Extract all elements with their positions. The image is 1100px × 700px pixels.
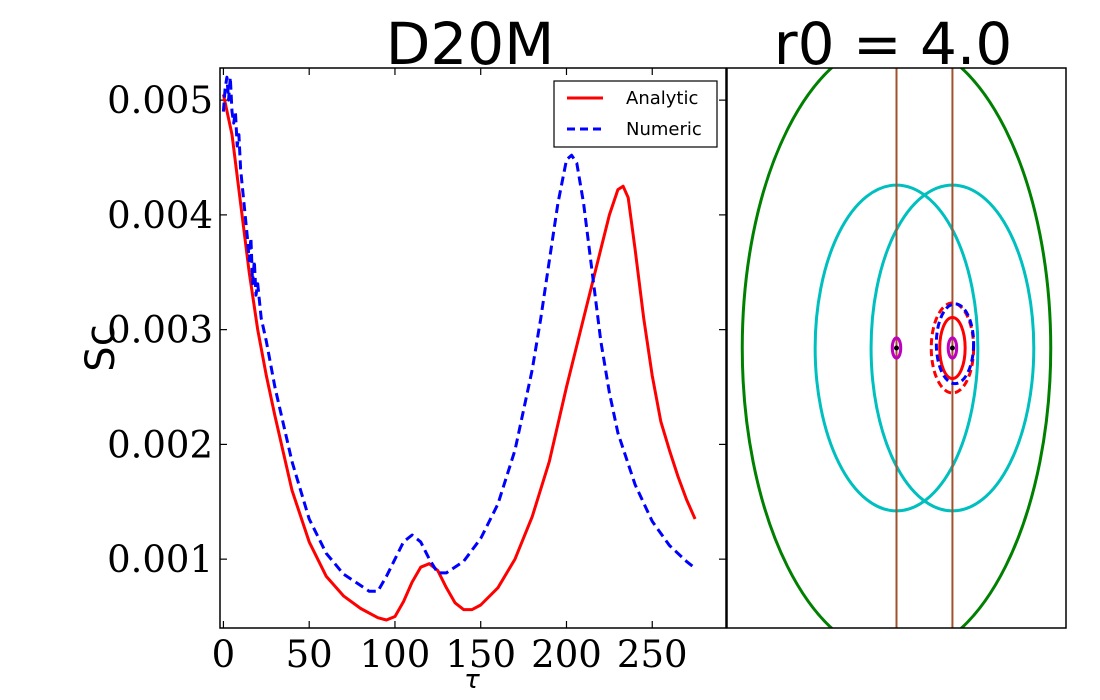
y-tick-label: 0.005 [107,79,213,122]
left-chart: D20M 0 50 100 150 200 250 0.001 0.002 0.003 0.004… [78,10,727,695]
left-series-group [221,75,697,622]
series-line-numeric [221,75,697,593]
left-plot-frame [219,67,727,629]
x-tick-label: 100 [360,633,431,676]
x-tick-label: 50 [286,633,333,676]
right-shapes-group [740,68,1053,628]
diagram-ellipse [938,315,967,381]
y-tick-label: 0.002 [107,423,213,466]
diagram-ellipse [934,302,976,386]
x-tick-label: 200 [531,633,602,676]
diagram-ellipse [946,336,959,360]
diagram-ellipse [740,68,1053,628]
x-axis-label: τ [464,665,480,695]
y-tick-label: 0.003 [107,309,213,352]
x-tick-label: 250 [617,633,688,676]
left-chart-title: D20M [386,10,555,78]
right-chart-title: r0 = 4.0 [774,10,1012,78]
y-tick-label: 0.004 [107,194,213,237]
right-plot-frame [726,67,1067,629]
legend-numeric-label: Numeric [626,119,702,140]
right-diagram: r0 = 4.0 [726,10,1067,629]
legend-analytic-label: Analytic [626,88,698,109]
series-line-analytic [221,94,697,622]
y-tick-label: 0.001 [107,538,213,581]
x-tick-label: 0 [212,633,236,676]
legend: Analytic Numeric [553,80,718,148]
diagram-center-dot [894,345,899,351]
diagram-ellipse [890,336,903,360]
legend-box [553,80,718,148]
diagram-center-dot [949,345,955,351]
y-axis-label: Sc [78,324,124,371]
left-axis-ticks: 0 50 100 150 200 250 0.001 0.002 0.003 0.004 0.005 [107,68,726,676]
x-tick-label: 150 [445,633,516,676]
